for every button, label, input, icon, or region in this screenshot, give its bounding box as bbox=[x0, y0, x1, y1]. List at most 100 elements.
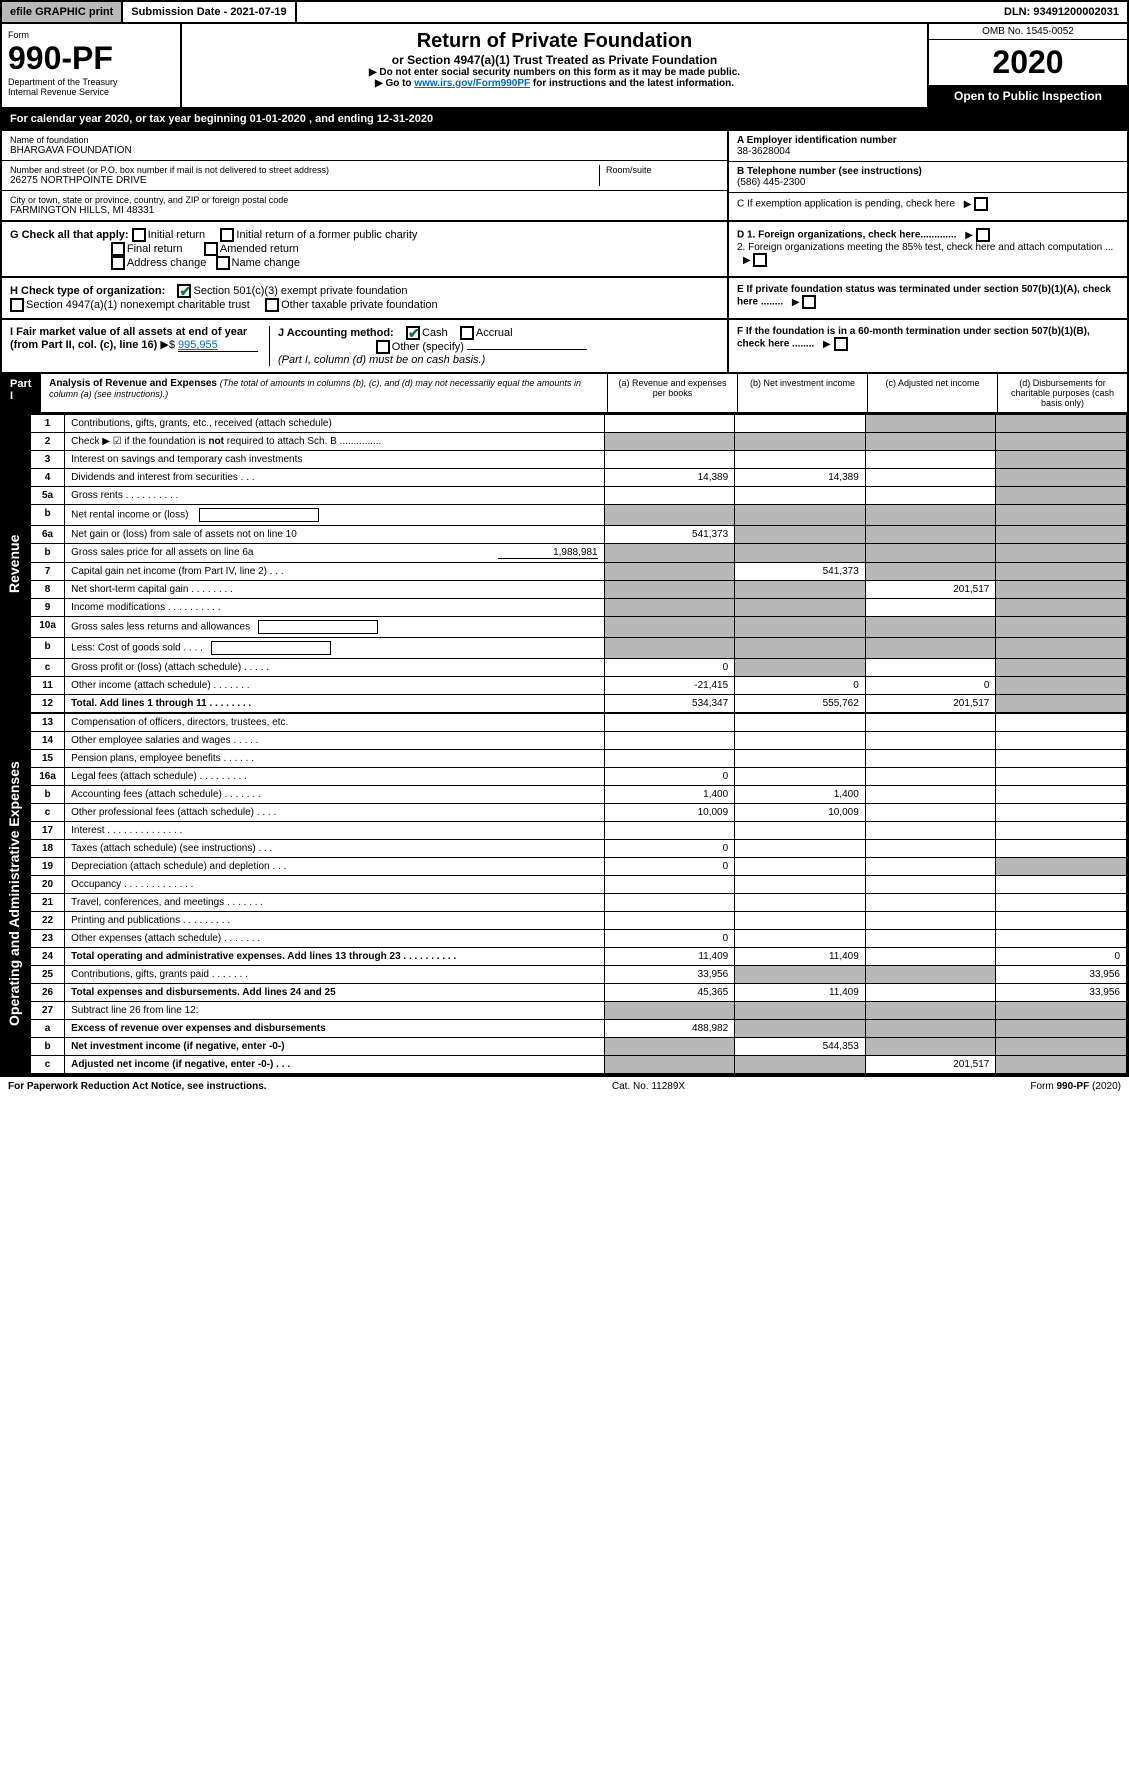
h-opt-3: Other taxable private foundation bbox=[281, 299, 438, 311]
amount-cell bbox=[996, 599, 1127, 617]
amount-cell: 555,762 bbox=[735, 695, 866, 713]
table-row: 27Subtract line 26 from line 12: bbox=[31, 1002, 1127, 1020]
arrow-icon: ▶ bbox=[743, 255, 751, 266]
f-checkbox[interactable] bbox=[834, 337, 848, 351]
table-row: 17Interest . . . . . . . . . . . . . . bbox=[31, 822, 1127, 840]
form-subtitle: or Section 4947(a)(1) Trust Treated as P… bbox=[188, 53, 921, 67]
e-section: E If private foundation status was termi… bbox=[727, 278, 1127, 318]
amount-cell bbox=[865, 433, 996, 451]
line-description: Total operating and administrative expen… bbox=[65, 948, 604, 966]
amount-cell bbox=[604, 544, 735, 563]
calendar-year-row: For calendar year 2020, or tax year begi… bbox=[0, 109, 1129, 131]
amount-cell bbox=[996, 840, 1127, 858]
top-bar: efile GRAPHIC print Submission Date - 20… bbox=[0, 0, 1129, 24]
final-return-checkbox[interactable] bbox=[111, 242, 125, 256]
line-number: b bbox=[31, 638, 65, 659]
table-row: 10aGross sales less returns and allowanc… bbox=[31, 617, 1127, 638]
amount-cell bbox=[735, 599, 866, 617]
irs-link[interactable]: www.irs.gov/Form990PF bbox=[414, 78, 530, 89]
amount-cell bbox=[996, 912, 1127, 930]
page-footer: For Paperwork Reduction Act Notice, see … bbox=[0, 1076, 1129, 1096]
fmv-value[interactable]: 995,955 bbox=[178, 339, 258, 352]
arrow-icon: ▶ bbox=[964, 199, 972, 210]
table-row: 16aLegal fees (attach schedule) . . . . … bbox=[31, 768, 1127, 786]
initial-return-former-checkbox[interactable] bbox=[220, 228, 234, 242]
line-description: Net investment income (if negative, ente… bbox=[65, 1038, 604, 1056]
amount-cell bbox=[996, 487, 1127, 505]
amount-cell bbox=[735, 894, 866, 912]
d2-label: 2. Foreign organizations meeting the 85%… bbox=[737, 242, 1113, 253]
amount-cell bbox=[735, 451, 866, 469]
amount-cell: 14,389 bbox=[735, 469, 866, 487]
efile-print-button[interactable]: efile GRAPHIC print bbox=[2, 2, 123, 22]
4947a1-checkbox[interactable] bbox=[10, 298, 24, 312]
d1-checkbox[interactable] bbox=[976, 228, 990, 242]
ein-cell: A Employer identification number 38-3628… bbox=[729, 131, 1127, 162]
line-description: Travel, conferences, and meetings . . . … bbox=[65, 894, 604, 912]
amount-cell bbox=[996, 563, 1127, 581]
line-number: 6a bbox=[31, 526, 65, 544]
amount-cell bbox=[735, 581, 866, 599]
amount-cell: 0 bbox=[604, 659, 735, 677]
amount-cell: 14,389 bbox=[604, 469, 735, 487]
c-checkbox[interactable] bbox=[974, 197, 988, 211]
amount-cell: 0 bbox=[996, 948, 1127, 966]
amount-cell bbox=[735, 822, 866, 840]
amount-cell bbox=[735, 544, 866, 563]
amount-cell bbox=[865, 544, 996, 563]
name-change-checkbox[interactable] bbox=[216, 256, 230, 270]
amount-cell bbox=[996, 732, 1127, 750]
amount-cell bbox=[865, 876, 996, 894]
other-taxable-checkbox[interactable] bbox=[265, 298, 279, 312]
amount-cell: 488,982 bbox=[604, 1020, 735, 1038]
dept-treasury: Department of the Treasury bbox=[8, 77, 174, 87]
table-row: 15Pension plans, employee benefits . . .… bbox=[31, 750, 1127, 768]
d-section: D 1. Foreign organizations, check here..… bbox=[727, 222, 1127, 276]
form-number: 990-PF bbox=[8, 40, 174, 77]
name-cell: Name of foundation BHARGAVA FOUNDATION bbox=[2, 131, 727, 161]
cat-number: Cat. No. 11289X bbox=[612, 1081, 685, 1092]
amount-cell bbox=[996, 581, 1127, 599]
accrual-checkbox[interactable] bbox=[460, 326, 474, 340]
expenses-section: Operating and Administrative Expenses 13… bbox=[0, 713, 1129, 1076]
inline-box[interactable] bbox=[199, 508, 319, 522]
amount-cell bbox=[865, 451, 996, 469]
line-description: Gross profit or (loss) (attach schedule)… bbox=[65, 659, 604, 677]
address-change-checkbox[interactable] bbox=[111, 256, 125, 270]
inline-box[interactable] bbox=[258, 620, 378, 634]
501c3-checkbox[interactable] bbox=[177, 284, 191, 298]
other-specify-input[interactable] bbox=[467, 349, 587, 350]
amount-cell bbox=[865, 768, 996, 786]
table-row: 18Taxes (attach schedule) (see instructi… bbox=[31, 840, 1127, 858]
d2-checkbox[interactable] bbox=[753, 253, 767, 267]
amount-cell bbox=[865, 659, 996, 677]
table-row: cAdjusted net income (if negative, enter… bbox=[31, 1056, 1127, 1074]
amended-return-checkbox[interactable] bbox=[204, 242, 218, 256]
amount-cell: 33,956 bbox=[996, 966, 1127, 984]
c-cell: C If exemption application is pending, c… bbox=[729, 193, 1127, 215]
initial-return-checkbox[interactable] bbox=[132, 228, 146, 242]
cash-checkbox[interactable] bbox=[406, 326, 420, 340]
line-description: Other expenses (attach schedule) . . . .… bbox=[65, 930, 604, 948]
amount-cell bbox=[865, 505, 996, 526]
amount-cell bbox=[996, 750, 1127, 768]
line-number: 21 bbox=[31, 894, 65, 912]
amount-cell: 10,009 bbox=[604, 804, 735, 822]
part1-desc: Analysis of Revenue and Expenses (The to… bbox=[41, 374, 607, 412]
inline-box[interactable] bbox=[211, 641, 331, 655]
city-label: City or town, state or province, country… bbox=[10, 195, 719, 205]
amount-cell: 541,373 bbox=[735, 563, 866, 581]
col-a-header: (a) Revenue and expenses per books bbox=[607, 374, 737, 412]
other-method-checkbox[interactable] bbox=[376, 340, 390, 354]
amount-cell bbox=[604, 505, 735, 526]
e-checkbox[interactable] bbox=[802, 295, 816, 309]
line-description: Other employee salaries and wages . . . … bbox=[65, 732, 604, 750]
amount-cell bbox=[996, 822, 1127, 840]
h-section: H Check type of organization: Section 50… bbox=[0, 278, 1129, 320]
form-number-block: Form 990-PF Department of the Treasury I… bbox=[2, 24, 182, 107]
amount-cell: 201,517 bbox=[865, 695, 996, 713]
amount-cell bbox=[865, 966, 996, 984]
amount-cell: 1,400 bbox=[735, 786, 866, 804]
line-number: 2 bbox=[31, 433, 65, 451]
amount-cell: 0 bbox=[604, 930, 735, 948]
